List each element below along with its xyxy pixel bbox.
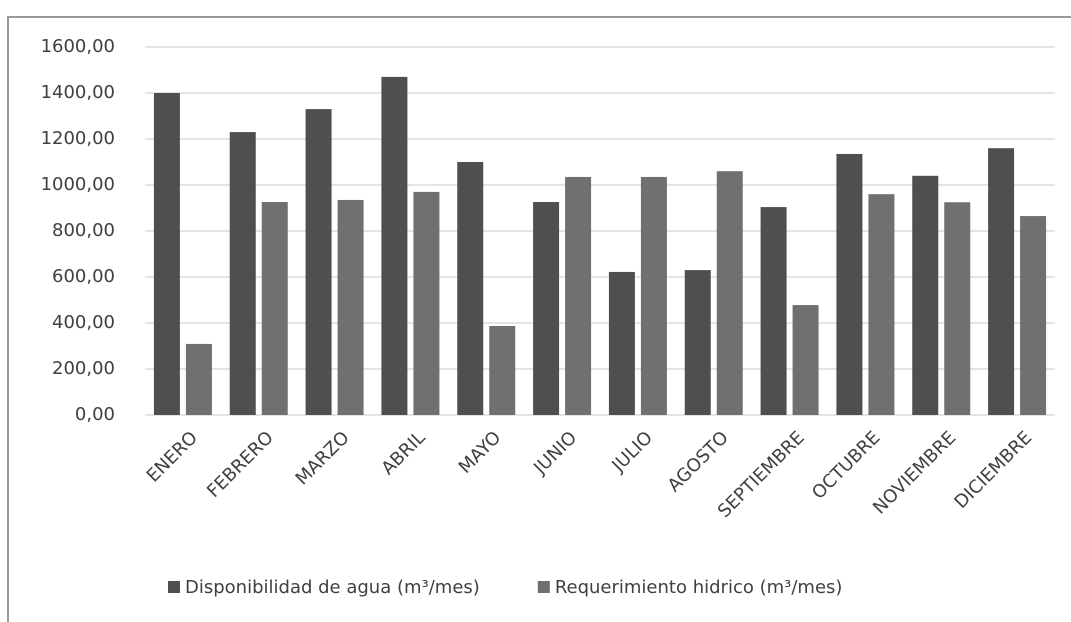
bar [489, 325, 516, 415]
legend-label: Requerimiento hidrico (m³/mes) [555, 577, 843, 598]
bar [337, 199, 364, 415]
y-tick-label: 0,00 [75, 404, 115, 425]
x-tick-label: JUNIO [529, 427, 581, 479]
bar [608, 271, 635, 415]
y-tick-label: 1600,00 [41, 36, 115, 57]
legend-swatch [168, 581, 180, 593]
x-tick-label: OCTUBRE [808, 427, 884, 503]
bar [185, 343, 212, 415]
x-tick-label: JULIO [607, 427, 656, 476]
y-tick-label: 400,00 [52, 312, 115, 333]
x-tick-label: MARZO [292, 427, 354, 489]
bar [153, 93, 180, 415]
x-tick-label: DICIEMBRE [950, 427, 1036, 513]
y-tick-label: 1000,00 [41, 174, 115, 195]
bar [261, 202, 288, 415]
bar [1020, 216, 1047, 415]
bar [912, 175, 939, 415]
y-tick-label: 800,00 [52, 220, 115, 241]
bar [760, 207, 787, 415]
bar [381, 76, 408, 416]
bar [533, 202, 560, 415]
bar [836, 153, 863, 415]
x-tick-label: FEBRERO [203, 427, 278, 502]
y-tick-label: 1400,00 [41, 82, 115, 103]
x-tick-label: ABRIL [378, 427, 430, 479]
bar [944, 202, 971, 415]
legend-label: Disponibilidad de agua (m³/mes) [185, 577, 480, 598]
bar [229, 132, 256, 415]
bar [413, 191, 440, 415]
frame [7, 16, 1071, 622]
bar [305, 109, 332, 415]
y-tick-label: 1200,00 [41, 128, 115, 149]
bar [716, 171, 743, 415]
bar [457, 162, 484, 415]
x-tick-label: AGOSTO [664, 427, 733, 496]
x-tick-label: MAYO [455, 427, 506, 478]
bar [684, 270, 711, 415]
bar [565, 176, 592, 415]
bar [792, 305, 819, 415]
x-tick-label: ENERO [143, 427, 202, 486]
bar [988, 148, 1015, 415]
y-tick-label: 600,00 [52, 266, 115, 287]
legend-swatch [537, 581, 550, 593]
y-tick-label: 200,00 [52, 358, 115, 379]
bar [868, 194, 895, 415]
bar [640, 176, 667, 415]
